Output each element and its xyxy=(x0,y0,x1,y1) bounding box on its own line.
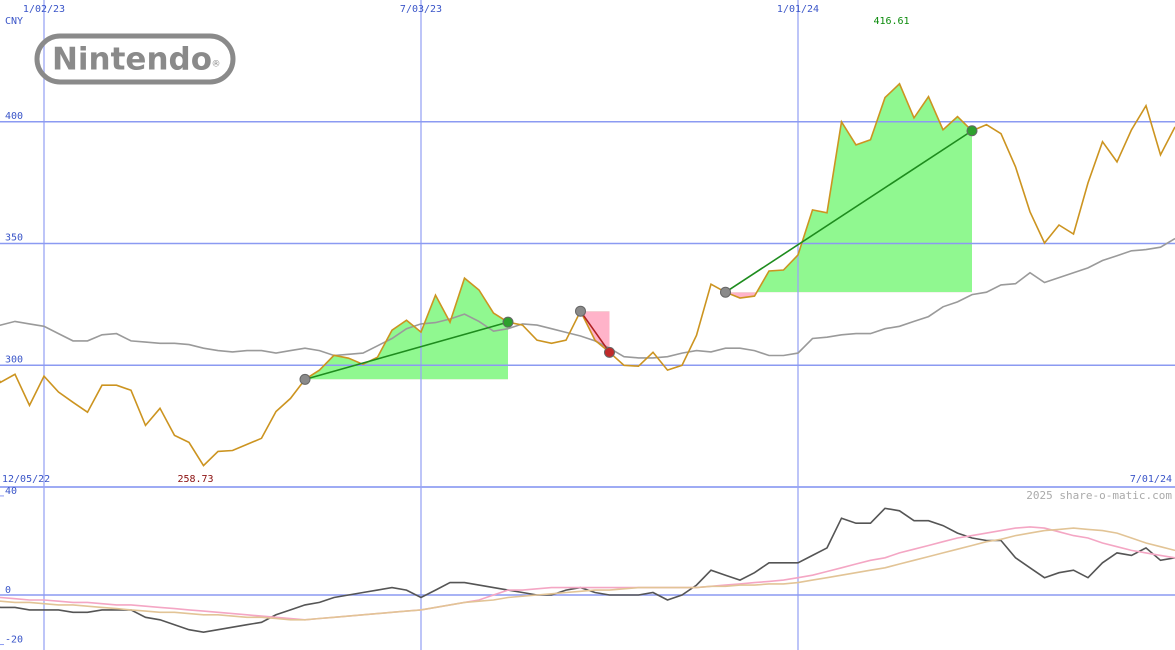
lines xyxy=(0,82,1175,634)
series-line xyxy=(0,526,1175,621)
series-line xyxy=(0,507,1175,634)
x-range-label: 12/05/22 xyxy=(2,474,50,485)
currency-label: CNY xyxy=(5,16,23,27)
series-line xyxy=(0,527,1175,621)
x-tick-label: 1/01/24 xyxy=(777,4,819,15)
logo: Nintendo xyxy=(52,42,212,78)
signal-line xyxy=(725,130,973,293)
y-tick-label: 0 xyxy=(5,585,11,596)
series-line xyxy=(0,82,1175,467)
high-label: 416.61 xyxy=(873,16,909,27)
y-tick-label: -20 xyxy=(5,635,23,646)
y-tick-label: 350 xyxy=(5,233,23,244)
x-tick-label: 1/02/23 xyxy=(23,4,65,15)
series-line xyxy=(0,237,1175,359)
low-label: 258.73 xyxy=(177,474,213,485)
signal-areas xyxy=(305,83,972,380)
logo-mark: ® xyxy=(212,60,221,70)
x-range-label: 7/01/24 xyxy=(1130,474,1172,485)
watermark: 2025 share-o-matic.com xyxy=(1026,489,1172,502)
logo-frame xyxy=(34,33,236,85)
signal-area-down xyxy=(725,292,972,299)
signal-area-up xyxy=(725,83,972,293)
signal-line xyxy=(579,310,611,353)
signal-line xyxy=(304,321,509,381)
signal-end xyxy=(604,346,615,358)
signal-start xyxy=(575,305,586,317)
y-tick-label: 400 xyxy=(5,111,23,122)
y-tick-label: 300 xyxy=(5,354,23,365)
signal-start xyxy=(720,286,731,298)
labels: Nintendo ® CNY 2025 share-o-matic.com 12… xyxy=(2,4,1172,646)
signal-end xyxy=(502,316,514,328)
signal-start xyxy=(299,373,311,385)
x-tick-label: 7/03/23 xyxy=(400,4,442,15)
signal-end xyxy=(966,125,978,137)
y-tick-label: 40 xyxy=(5,486,17,497)
